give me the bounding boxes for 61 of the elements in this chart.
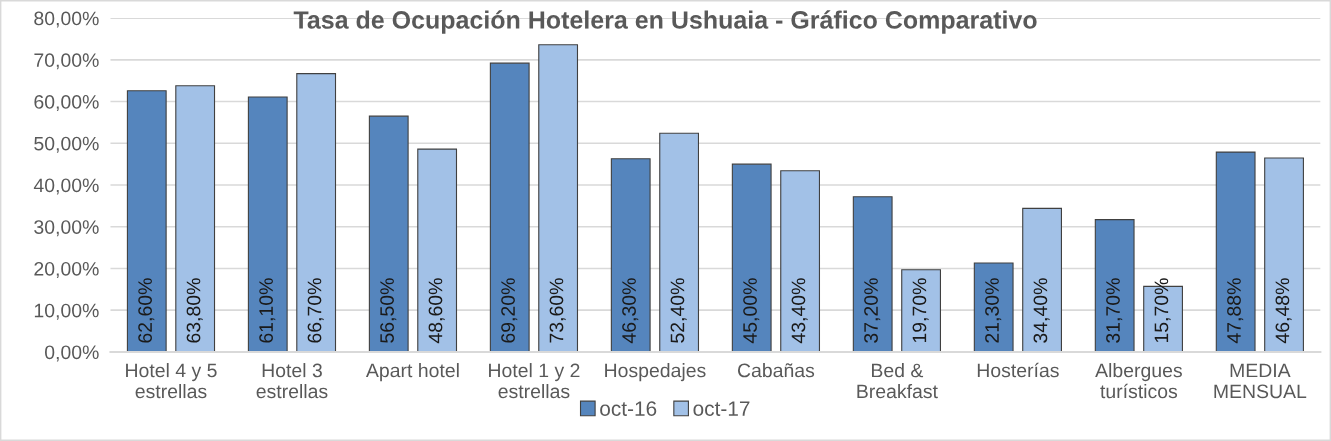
x-tick-label: Hotel 1 y 2 estrellas — [489, 363, 580, 399]
y-tick-label: 50,00% — [34, 136, 99, 153]
data-label: 19,70% — [912, 278, 929, 343]
data-label: 63,80% — [186, 278, 203, 343]
bar — [247, 96, 288, 352]
bar — [973, 262, 1014, 352]
y-tick-label: 10,00% — [34, 303, 99, 320]
x-tick-label: Hosterías — [977, 362, 1059, 378]
bar — [731, 163, 772, 352]
data-label: 52,40% — [670, 278, 687, 343]
chart-title: Tasa de Ocupación Hotelera en Ushuaia - Gráfico Comparativo — [293, 10, 1037, 34]
data-label: 48,60% — [428, 278, 445, 344]
data-label: 34,40% — [1033, 278, 1050, 343]
legend-label: oct-16 — [600, 401, 657, 416]
y-tick-label: 60,00% — [34, 95, 99, 112]
legend-label: oct-17 — [693, 401, 750, 416]
bar — [1094, 219, 1135, 352]
bar — [368, 115, 409, 352]
x-tick-label: MEDIA MENSUAL — [1214, 363, 1307, 399]
data-label: 69,20% — [501, 278, 518, 343]
y-tick-label: 40,00% — [33, 178, 99, 195]
bar — [780, 170, 821, 352]
x-tick-label: Bed & Breakfast — [857, 363, 938, 399]
data-label: 47,88% — [1227, 278, 1244, 344]
x-tick-label: Hospedajes — [605, 363, 706, 382]
x-tick-label: Cabañas — [737, 363, 815, 378]
x-tick-label: Albergues turísticos — [1095, 363, 1182, 399]
y-tick-label: 0,00% — [44, 345, 99, 362]
data-label: 73,60% — [549, 278, 566, 343]
data-label: 21,30% — [985, 278, 1002, 343]
bar — [296, 73, 337, 352]
bar — [610, 158, 651, 352]
y-tick-label: 80,00% — [34, 11, 99, 28]
bar — [126, 90, 167, 352]
data-label: 66,70% — [307, 278, 324, 343]
data-label: 37,20% — [864, 278, 881, 343]
x-tick-label: Apart hotel — [365, 363, 459, 382]
bar — [538, 44, 579, 352]
data-label: 31,70% — [1106, 278, 1123, 343]
data-label: 61,10% — [259, 278, 276, 343]
data-label: 46,48% — [1275, 278, 1292, 344]
bar — [1022, 207, 1062, 352]
bar — [901, 269, 942, 352]
x-tick-label: Hotel 4 y 5 estrellas — [126, 363, 217, 399]
bar — [417, 148, 458, 352]
y-tick-label: 30,00% — [34, 220, 99, 237]
data-label: 56,50% — [380, 278, 397, 343]
bar — [489, 62, 530, 352]
y-tick-label: 70,00% — [34, 53, 99, 70]
bar — [659, 132, 700, 352]
bar — [1264, 157, 1304, 352]
data-label: 45,00% — [743, 278, 760, 344]
data-label: 43,40% — [791, 278, 808, 344]
x-tick-label: Hotel 3 estrellas — [256, 363, 328, 399]
bar — [852, 196, 893, 352]
bar — [1215, 151, 1256, 352]
bar — [175, 85, 216, 352]
data-label: 15,70% — [1154, 278, 1171, 343]
y-tick-label: 20,00% — [34, 261, 99, 278]
data-label: 46,30% — [622, 278, 639, 344]
data-label: 62,60% — [138, 278, 155, 343]
